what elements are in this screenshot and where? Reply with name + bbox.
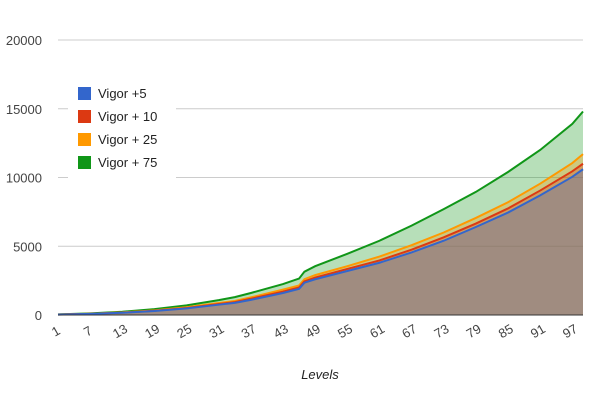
x-tick-label: 79 [464,321,484,341]
legend-item[interactable]: Vigor + 10 [78,109,157,124]
legend-swatch [78,110,91,123]
series-line-3 [57,110,584,316]
y-tick-label: 20000 [6,33,42,48]
legend-label: Vigor +5 [98,86,147,101]
legend-label: Vigor + 25 [98,132,157,147]
x-tick-label: 67 [399,321,419,341]
x-tick-label: 91 [528,321,548,341]
series-area-2 [58,154,583,315]
legend-item[interactable]: Vigor + 75 [78,155,157,170]
series-area-1 [58,163,583,315]
x-tick-labels: 1 7 13 19 25 31 37 43 49 55 61 67 73 79 85 91 97 [49,321,580,341]
x-tick-label: 31 [206,321,226,341]
series-line-0 [57,168,584,316]
x-tick-label: 73 [431,321,451,341]
y-tick-label: 15000 [6,102,42,117]
legend-swatch [78,133,91,146]
x-tick-label: 37 [239,321,259,341]
x-tick-label: 61 [367,321,387,341]
legend-item[interactable]: Vigor + 25 [78,132,157,147]
y-tick-label: 10000 [6,171,42,186]
x-axis-title: Levels [301,367,339,382]
series-areas [58,111,583,315]
legend-swatch [78,87,91,100]
legend[interactable]: Vigor +5 Vigor + 10 Vigor + 25 Vigor + 75 [68,80,176,178]
series-area-0 [58,169,583,315]
x-tick-label: 43 [271,321,291,341]
x-tick-label: 49 [303,321,323,341]
legend-item[interactable]: Vigor +5 [78,86,147,101]
x-tick-label: 97 [560,321,580,341]
series-area-3 [58,111,583,315]
x-tick-label: 7 [81,323,95,340]
legend-swatch [78,156,91,169]
x-tick-label: 25 [174,321,194,341]
y-tick-label: 0 [35,308,42,323]
x-tick-label: 85 [496,321,516,341]
x-tick-label: 55 [335,321,355,341]
y-tick-labels: 0 5000 10000 15000 20000 [6,33,42,323]
legend-label: Vigor + 10 [98,109,157,124]
y-tick-label: 5000 [13,239,42,254]
series-lines [57,110,584,316]
x-tick-label: 1 [49,323,63,340]
legend-label: Vigor + 75 [98,155,157,170]
x-tick-label: 13 [110,321,130,341]
x-tick-label: 19 [142,321,162,341]
